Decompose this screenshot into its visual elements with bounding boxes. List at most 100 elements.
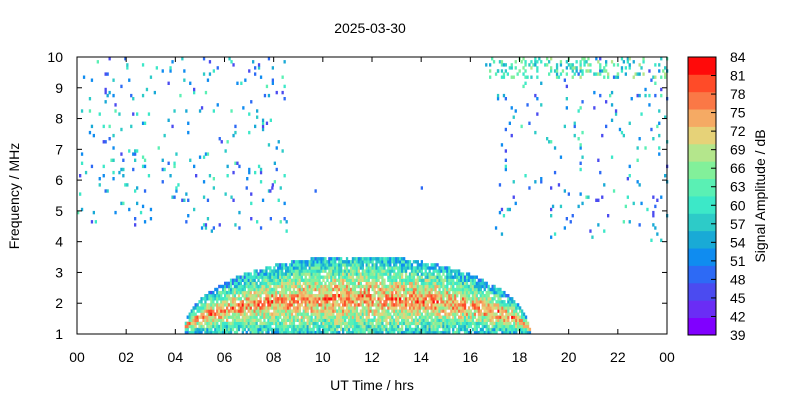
heatmap-cell <box>304 330 307 335</box>
heatmap-cell <box>536 75 539 79</box>
heatmap-cell <box>237 306 241 310</box>
heatmap-cell <box>286 324 290 329</box>
heatmap-cell <box>277 306 280 310</box>
heatmap-cell <box>463 275 467 279</box>
heatmap-cell <box>130 124 133 129</box>
heatmap-cell <box>442 290 445 295</box>
heatmap-cell <box>424 263 427 267</box>
heatmap-cell <box>511 312 514 316</box>
heatmap-cell <box>96 60 99 64</box>
heatmap-cell <box>296 284 300 289</box>
heatmap-cell <box>460 275 463 279</box>
heatmap-cell <box>349 318 353 322</box>
heatmap-cell <box>519 306 522 310</box>
heatmap-cell <box>397 269 400 273</box>
heatmap-cell <box>314 297 317 301</box>
heatmap-cell <box>239 312 242 316</box>
heatmap-cell <box>469 315 473 319</box>
heatmap-cell <box>253 284 256 289</box>
heatmap-cell <box>650 127 653 132</box>
heatmap-cell <box>513 318 516 322</box>
heatmap-cells <box>77 57 669 335</box>
heatmap-cell <box>371 281 374 286</box>
heatmap-cell <box>326 278 329 282</box>
heatmap-cell <box>426 281 429 286</box>
heatmap-cell <box>624 66 627 70</box>
heatmap-cell <box>222 330 225 335</box>
heatmap-cell <box>251 278 254 282</box>
heatmap-cell <box>501 312 504 316</box>
heatmap-cell <box>469 278 473 282</box>
heatmap-cell <box>296 312 300 316</box>
heatmap-cell <box>420 327 423 332</box>
heatmap-cell <box>328 257 331 261</box>
heatmap-cell <box>237 327 241 332</box>
heatmap-cell <box>285 312 288 316</box>
heatmap-cell <box>267 278 270 282</box>
heatmap-cell <box>375 290 378 295</box>
heatmap-cell <box>253 306 256 310</box>
heatmap-cell <box>408 275 412 279</box>
heatmap-cell <box>397 284 400 289</box>
heatmap-cell <box>513 303 516 307</box>
heatmap-cell <box>467 312 471 316</box>
heatmap-cell <box>256 220 259 224</box>
heatmap-cell <box>249 321 252 326</box>
heatmap-cell <box>224 324 227 329</box>
heatmap-cell <box>408 309 412 313</box>
heatmap-cell <box>237 284 241 289</box>
heatmap-cell <box>487 297 490 301</box>
heatmap-cell <box>404 318 408 322</box>
heatmap-cell <box>326 303 329 307</box>
heatmap-cell <box>340 287 343 292</box>
heatmap-cell <box>420 269 423 273</box>
heatmap-cell <box>565 106 568 110</box>
heatmap-cell <box>241 303 244 307</box>
heatmap-cell <box>456 321 459 326</box>
heatmap-cell <box>465 272 469 276</box>
heatmap-cell <box>171 195 174 199</box>
heatmap-cell <box>660 93 663 98</box>
heatmap-cell <box>227 294 231 298</box>
heatmap-cell <box>328 312 331 316</box>
heatmap-cell <box>363 290 366 295</box>
heatmap-cell <box>298 260 301 264</box>
heatmap-cell <box>186 324 189 329</box>
heatmap-cell <box>345 263 349 267</box>
heatmap-cell <box>367 297 370 301</box>
heatmap-cell <box>458 303 461 307</box>
colorbar-tick-label: 66 <box>730 160 746 176</box>
heatmap-cell <box>432 330 435 335</box>
heatmap-cell <box>517 312 520 316</box>
heatmap-cell <box>491 57 494 61</box>
heatmap-cell <box>359 330 362 335</box>
heatmap-cell <box>314 257 317 261</box>
heatmap-cell <box>463 309 467 313</box>
heatmap-cell <box>375 306 378 310</box>
heatmap-cell <box>404 278 408 282</box>
heatmap-cell <box>654 204 657 209</box>
heatmap-cell <box>418 294 421 298</box>
heatmap-cell <box>285 318 288 322</box>
heatmap-cell <box>261 269 264 273</box>
heatmap-cell <box>452 318 455 322</box>
heatmap-cell <box>475 321 478 326</box>
heatmap-cell <box>275 281 278 286</box>
heatmap-cell <box>485 294 488 298</box>
heatmap-cell <box>208 174 212 178</box>
heatmap-cell <box>393 272 396 276</box>
heatmap-cell <box>202 155 206 159</box>
heatmap-cell <box>273 269 276 273</box>
heatmap-cell <box>206 152 210 156</box>
heatmap-cell <box>226 174 229 178</box>
heatmap-cell <box>194 324 197 329</box>
heatmap-cell <box>418 315 421 319</box>
heatmap-cell <box>477 312 480 316</box>
heatmap-cell <box>367 294 370 298</box>
heatmap-cell <box>202 223 206 227</box>
heatmap-cell <box>338 287 341 292</box>
heatmap-cell <box>385 315 388 319</box>
heatmap-cell <box>281 90 284 95</box>
heatmap-cell <box>349 290 353 295</box>
heatmap-cell <box>420 330 423 335</box>
